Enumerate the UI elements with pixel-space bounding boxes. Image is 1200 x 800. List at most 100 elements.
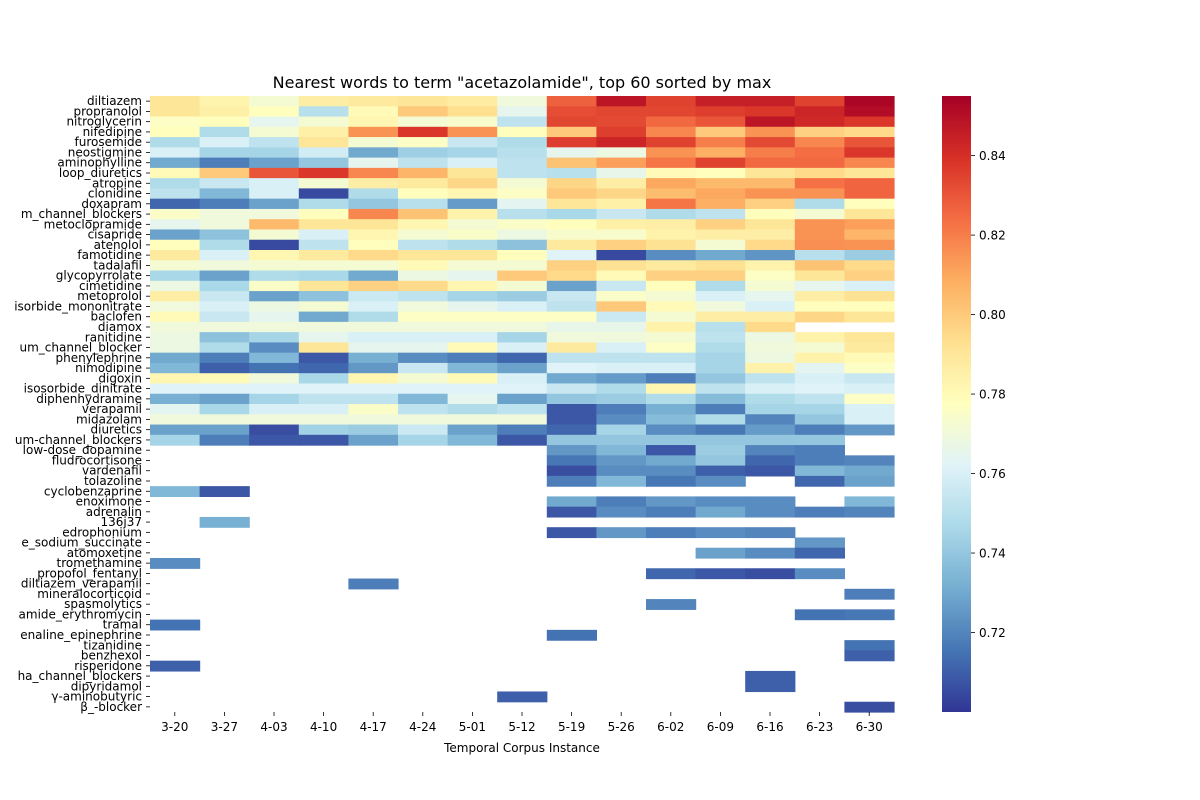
heatmap-cell	[249, 393, 300, 405]
heatmap-cell	[546, 506, 597, 518]
heatmap-cell	[844, 291, 895, 302]
heatmap-cell	[546, 106, 597, 118]
heatmap-cell	[298, 208, 349, 220]
heatmap-cell	[646, 280, 697, 292]
heatmap-cell	[447, 178, 498, 189]
heatmap-cell	[398, 280, 449, 292]
x-tick-label: 6-09	[707, 720, 734, 734]
heatmap-cell	[695, 167, 746, 179]
y-tick-label: doxapram	[81, 197, 142, 211]
heatmap-cell	[249, 424, 300, 436]
heatmap-cell	[447, 332, 498, 343]
heatmap-cell	[150, 219, 201, 231]
heatmap-cell	[844, 311, 895, 323]
heatmap-cell	[497, 270, 548, 282]
heatmap-cell	[298, 239, 349, 251]
heatmap-cell	[794, 414, 845, 426]
heatmap-cell	[646, 157, 697, 169]
chart-title: Nearest words to term "acetazolamide", t…	[273, 73, 772, 92]
heatmap-cell	[646, 260, 697, 272]
heatmap-cell	[546, 496, 597, 508]
heatmap-cell	[150, 660, 201, 672]
heatmap-cell	[844, 116, 895, 128]
heatmap-cell	[745, 239, 796, 251]
heatmap-cell	[546, 352, 597, 364]
heatmap-cell	[646, 208, 697, 220]
heatmap-cell	[695, 280, 746, 292]
heatmap-cell	[298, 229, 349, 241]
heatmap-cell	[695, 424, 746, 436]
y-tick-label: amide_erythromycin	[19, 607, 142, 621]
heatmap-cell	[249, 291, 300, 302]
heatmap-cell	[794, 250, 845, 261]
heatmap-cell	[348, 424, 399, 436]
heatmap-cell	[596, 178, 647, 189]
heatmap-cell	[447, 383, 498, 395]
heatmap-cell	[646, 383, 697, 395]
heatmap-cell	[398, 188, 449, 200]
heatmap-cell	[646, 96, 697, 107]
heatmap-cell	[794, 424, 845, 436]
y-tick-label: metoclopramide	[44, 217, 142, 231]
heatmap-cell	[646, 188, 697, 200]
heatmap-cell	[150, 486, 201, 497]
heatmap-cell	[546, 342, 597, 354]
heatmap-cell	[447, 219, 498, 231]
heatmap-cell	[695, 475, 746, 487]
heatmap-cell	[398, 414, 449, 426]
heatmap-cell	[794, 455, 845, 467]
heatmap-cell	[794, 609, 845, 621]
y-tick-label: diltiazem_verapamil	[21, 577, 142, 591]
x-tick-label: 5-01	[459, 720, 486, 734]
heatmap-cell	[646, 496, 697, 508]
heatmap-cell	[596, 383, 647, 395]
y-tick-label: neostigmine	[68, 145, 142, 159]
heatmap-cell	[695, 178, 746, 189]
heatmap-cell	[844, 475, 895, 487]
heatmap-cell	[596, 321, 647, 333]
heatmap-cell	[199, 178, 250, 189]
heatmap-cell	[398, 167, 449, 179]
y-tick-label: risperidone	[74, 659, 142, 673]
heatmap-cell	[447, 239, 498, 251]
heatmap-cell	[695, 229, 746, 241]
heatmap-cell	[199, 516, 250, 528]
heatmap-cell	[199, 280, 250, 292]
y-tick-label: verapamil	[82, 402, 142, 416]
colorbar-tick-label: 0.78	[979, 388, 1006, 402]
y-tick-label: um-channel_blockers	[15, 433, 142, 447]
x-tick-label: 4-03	[260, 720, 287, 734]
heatmap-cell	[398, 291, 449, 302]
heatmap-cell	[199, 250, 250, 261]
heatmap-cell	[398, 198, 449, 210]
heatmap-cell	[646, 198, 697, 210]
heatmap-cell	[447, 260, 498, 272]
heatmap-cell	[447, 198, 498, 210]
heatmap-cell	[497, 167, 548, 179]
heatmap-cell	[646, 527, 697, 539]
heatmap-cell	[646, 116, 697, 128]
heatmap-cell	[546, 362, 597, 374]
heatmap-cell	[199, 311, 250, 323]
heatmap-cell	[398, 239, 449, 251]
heatmap-cell	[745, 291, 796, 302]
heatmap-cell	[695, 393, 746, 405]
heatmap-cell	[844, 106, 895, 118]
heatmap-cell	[199, 342, 250, 354]
heatmap-cell	[794, 311, 845, 323]
heatmap-cell	[844, 280, 895, 292]
heatmap-cell	[646, 219, 697, 231]
heatmap-cell	[398, 157, 449, 169]
heatmap-cell	[745, 280, 796, 292]
heatmap-cell	[150, 373, 201, 385]
y-tick-label: digoxin	[98, 371, 142, 385]
heatmap-cell	[249, 208, 300, 220]
heatmap-cell	[596, 126, 647, 138]
heatmap-cell	[497, 208, 548, 220]
heatmap-cell	[150, 404, 201, 415]
heatmap-cell	[794, 291, 845, 302]
heatmap-cell	[794, 434, 845, 446]
heatmap-cell	[497, 137, 548, 148]
heatmap-cell	[398, 126, 449, 138]
